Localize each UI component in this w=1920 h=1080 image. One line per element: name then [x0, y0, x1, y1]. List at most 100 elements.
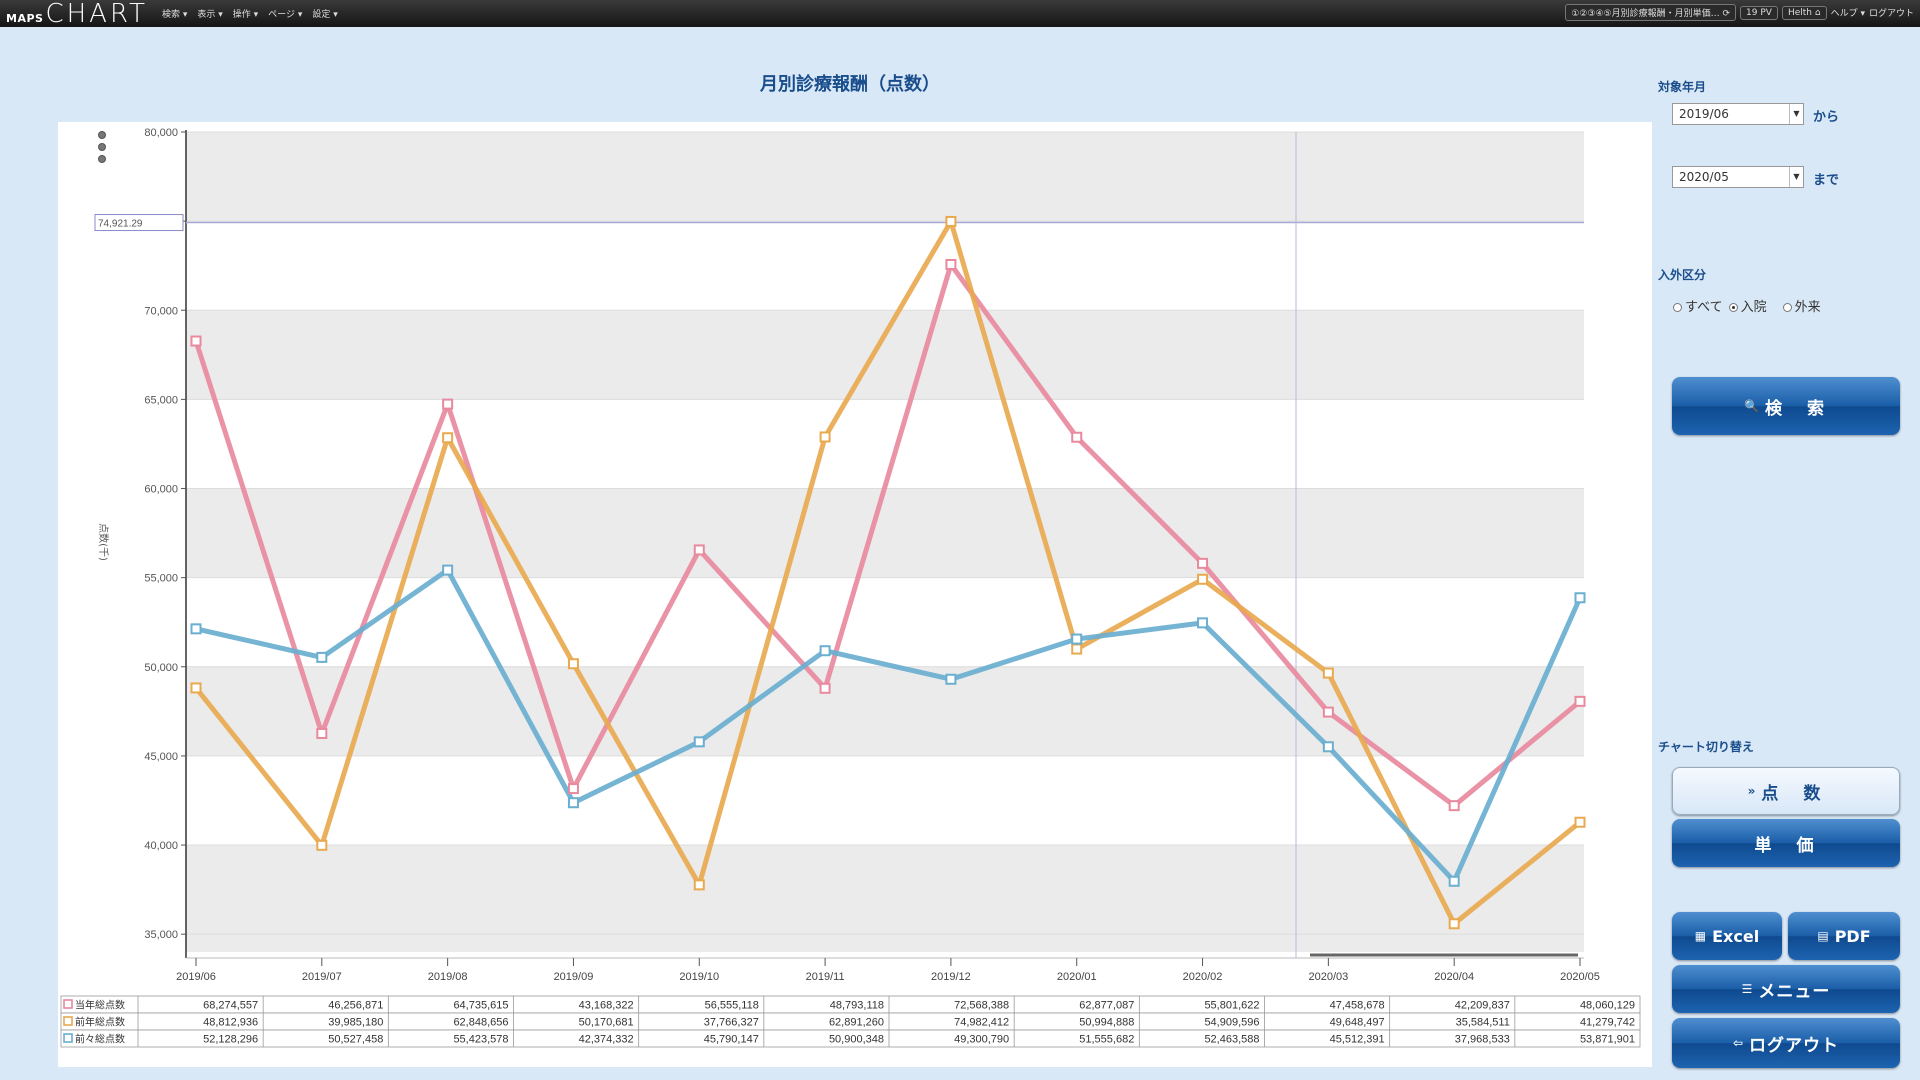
legend-swatch [63, 1033, 73, 1043]
menu-view[interactable]: 表示 ▾ [197, 10, 223, 20]
search-icon: 🔍 [1744, 399, 1759, 413]
x-tick-label: 2019/11 [806, 971, 845, 983]
inout-radio-group: すべて 入院 外来 [1673, 296, 1821, 315]
data-point [1322, 667, 1334, 679]
data-point [567, 783, 579, 795]
table-cell: 46,256,871 [328, 1000, 383, 1012]
cursor-label: 74,921.29 [98, 219, 143, 230]
from-month-select[interactable]: 2019/06 ▼ [1672, 103, 1804, 125]
chevron-down-icon[interactable]: ▼ [1789, 104, 1803, 124]
chevron-down-icon[interactable]: ▼ [1789, 167, 1803, 187]
table-cell: 43,168,322 [579, 1000, 634, 1012]
data-point [442, 398, 454, 410]
legend-swatch [63, 1016, 73, 1026]
table-cell: 56,555,118 [705, 1000, 759, 1012]
breadcrumb[interactable]: ①②③④⑤月別診療報酬・月別単価… ⟳ [1565, 4, 1737, 21]
chart-panel: 35,000 40,000 45,000 50,000 55,000 60,000 65,0… [58, 122, 1652, 1067]
data-point [1448, 800, 1460, 812]
data-point [316, 728, 328, 740]
menu-button-label: メニュー [1758, 981, 1831, 1002]
series-line-1 [194, 218, 1582, 927]
excel-button[interactable]: ▦ Excel [1672, 912, 1782, 960]
refresh-icon[interactable]: ⟳ [1722, 9, 1731, 19]
pdf-icon: ▤ [1817, 929, 1829, 943]
radio-all[interactable]: すべて [1673, 296, 1723, 315]
data-point [819, 645, 831, 657]
chart-title: 月別診療報酬（点数） [760, 74, 940, 95]
x-tick-label: 2020/04 [1434, 971, 1474, 983]
pdf-button[interactable]: ▤ PDF [1788, 912, 1900, 960]
menu-search[interactable]: 検索 ▾ [162, 10, 188, 20]
x-tick-label: 2019/06 [176, 971, 216, 983]
chart-switch-label: チャート切り替え [1658, 740, 1754, 754]
double-chevron-right-icon: » [1747, 784, 1756, 798]
menu-button[interactable]: ☰ メニュー [1672, 965, 1900, 1013]
logout-button[interactable]: ⇦ ログアウト [1672, 1018, 1900, 1068]
table-cell: 45,790,147 [704, 1034, 759, 1046]
unit-price-chart-button[interactable]: 単 価 [1672, 819, 1900, 867]
excel-button-label: Excel [1712, 926, 1760, 946]
data-point [819, 682, 831, 694]
y-tick-label: 70,000 [144, 305, 178, 317]
x-tick-label: 2020/01 [1057, 971, 1097, 983]
table-cell: 50,527,458 [328, 1034, 383, 1046]
radio-all-label: すべて [1685, 300, 1723, 315]
grid-band [186, 132, 1584, 222]
home-icon[interactable]: ⌂ [1814, 7, 1821, 18]
legend-label: 当年総点数 [75, 999, 125, 1012]
data-point [945, 673, 957, 685]
x-tick-label: 2019/09 [554, 971, 594, 983]
data-point [1448, 918, 1460, 930]
data-point [1197, 617, 1209, 629]
top-bar: MAPS CHART 検索 ▾ 表示 ▾ 操作 ▾ ページ ▾ 設定 ▾ ①②③… [0, 0, 1920, 27]
radio-inpatient[interactable]: 入院 [1728, 296, 1767, 315]
data-point [1071, 633, 1083, 645]
app-logo[interactable]: MAPS CHART [0, 1, 148, 27]
to-month-select[interactable]: 2020/05 ▼ [1672, 166, 1804, 188]
radio-inpatient-label: 入院 [1740, 300, 1767, 315]
points-button-label: 点 数 [1761, 783, 1825, 804]
y-tick-label: 60,000 [144, 484, 178, 496]
data-point [1071, 643, 1083, 655]
legend-label: 前年総点数 [75, 1016, 125, 1029]
radio-inpatient-icon[interactable] [1728, 303, 1738, 312]
radio-outpatient-icon[interactable] [1782, 303, 1792, 312]
table-cell: 48,793,118 [830, 1000, 884, 1012]
pdf-button-label: PDF [1834, 926, 1871, 946]
data-point [1574, 695, 1586, 707]
series-line-0 [193, 261, 1582, 809]
y-tick-label: 65,000 [144, 394, 178, 406]
table-cell: 50,900,348 [829, 1034, 884, 1046]
y-tick-label: 50,000 [144, 662, 178, 674]
excel-icon: ▦ [1694, 929, 1707, 943]
menu-settings[interactable]: 設定 ▾ [312, 10, 338, 20]
period-label: 対象年月 [1658, 80, 1707, 94]
points-chart-button[interactable]: » 点 数 [1672, 767, 1900, 815]
series-line-2 [195, 567, 1583, 884]
logout-button-label: ログアウト [1749, 1035, 1840, 1056]
grid-band [186, 310, 1584, 400]
to-suffix: まで [1813, 173, 1840, 188]
menu-page[interactable]: ページ ▾ [268, 10, 303, 20]
top-logout-link[interactable]: ログアウト [1868, 9, 1914, 19]
help-menu[interactable]: ヘルプ ▾ [1830, 9, 1865, 19]
data-point [693, 736, 705, 748]
grid-band [186, 934, 1584, 952]
radio-outpatient[interactable]: 外来 [1782, 296, 1821, 315]
data-point [693, 544, 705, 556]
menu-operation[interactable]: 操作 ▾ [232, 10, 259, 20]
user-button[interactable]: Helth ⌂ [1781, 5, 1827, 20]
data-point [1448, 875, 1460, 887]
x-tick-label: 2019/10 [679, 971, 719, 983]
zoom-dot-icon [98, 155, 106, 163]
menu-icon: ☰ [1741, 982, 1753, 996]
data-point [1197, 573, 1209, 585]
table-row [60, 1029, 1641, 1048]
radio-all-icon[interactable] [1673, 303, 1682, 312]
data-point [316, 839, 328, 851]
search-button[interactable]: 🔍 検 索 [1672, 377, 1900, 435]
data-point [567, 658, 579, 670]
data-point [1574, 592, 1586, 604]
y-tick-label: 45,000 [144, 751, 178, 763]
table-cell: 55,423,578 [453, 1034, 508, 1046]
